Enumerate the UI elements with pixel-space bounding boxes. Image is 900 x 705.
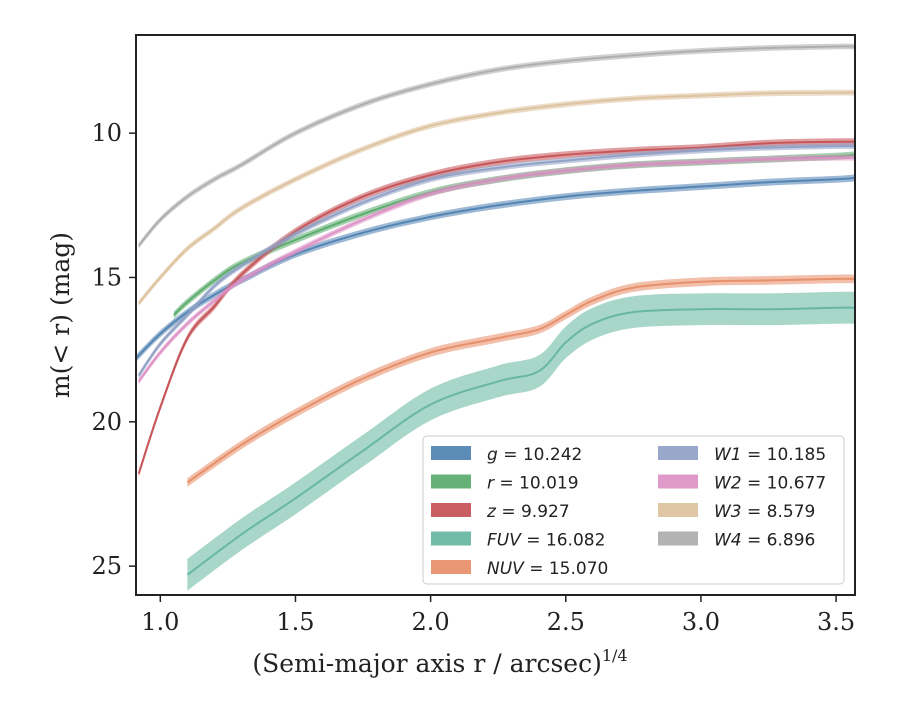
series-line-z bbox=[137, 140, 855, 475]
legend-label-value: = 6.896 bbox=[742, 531, 816, 551]
legend-item-FUV: FUV = 16.082 bbox=[431, 531, 605, 551]
series-line-W4 bbox=[137, 45, 855, 247]
legend-swatch bbox=[658, 446, 698, 460]
legend-item-z: z = 9.927 bbox=[431, 502, 570, 522]
x-axis-title-text: (Semi-major axis r / arcsec) bbox=[252, 649, 601, 678]
legend-item-W2: W2 = 10.677 bbox=[658, 474, 826, 494]
series-z bbox=[137, 138, 855, 478]
series-line-NUV bbox=[186, 277, 855, 484]
legend-label: g = 10.242 bbox=[487, 445, 582, 465]
legend-frame bbox=[422, 435, 845, 585]
legend-swatch bbox=[431, 446, 471, 460]
legend-item-NUV: NUV = 15.070 bbox=[431, 559, 608, 579]
series-line-FUV bbox=[186, 306, 855, 576]
legend-label-value: = 10.185 bbox=[742, 445, 827, 465]
legend-label-var: NUV bbox=[487, 559, 525, 579]
y-tick-label: 25 bbox=[91, 552, 122, 580]
series-line-W1 bbox=[137, 145, 855, 377]
x-tick-label: 1.5 bbox=[276, 608, 314, 636]
series-line-W3 bbox=[137, 91, 855, 305]
legend-label-value: = 9.927 bbox=[496, 502, 570, 522]
legend-label-var: r bbox=[487, 474, 495, 494]
series-g bbox=[136, 174, 855, 362]
y-tick-label: 10 bbox=[91, 119, 122, 147]
legend-item-W1: W1 = 10.185 bbox=[658, 445, 826, 465]
series-FUV bbox=[186, 291, 855, 591]
legend-swatch bbox=[658, 503, 698, 517]
plot-frame bbox=[135, 34, 856, 596]
legend-label: FUV = 16.082 bbox=[487, 531, 605, 551]
legend-item-r: r = 10.019 bbox=[431, 474, 579, 494]
legend-label-value: = 10.019 bbox=[494, 474, 579, 494]
x-axis-title: (Semi-major axis r / arcsec)1/4 bbox=[252, 646, 627, 678]
legend-label: W2 = 10.677 bbox=[714, 474, 826, 494]
y-axis-title: m(< r) (mag) bbox=[46, 232, 75, 398]
legend-swatch bbox=[431, 474, 471, 489]
series-W1 bbox=[137, 143, 855, 379]
legend-label-var: W1 bbox=[714, 445, 742, 465]
legend-label-value: = 10.242 bbox=[498, 445, 583, 465]
series-W3 bbox=[137, 89, 855, 307]
legend-label: r = 10.019 bbox=[487, 474, 579, 494]
series-band-W3 bbox=[138, 89, 855, 307]
series-W2 bbox=[137, 154, 855, 385]
legend-swatch bbox=[431, 560, 471, 574]
legend-swatch bbox=[658, 474, 698, 489]
legend-label: W3 = 8.579 bbox=[714, 502, 815, 522]
legend-swatch bbox=[658, 531, 698, 546]
legend-label: z = 9.927 bbox=[486, 502, 570, 522]
x-axis-title-exponent: 1/4 bbox=[602, 646, 628, 665]
legend-label: NUV = 15.070 bbox=[487, 559, 608, 579]
y-axis-ticks: 10 15 20 25 bbox=[91, 119, 136, 580]
legend-label: W4 = 6.896 bbox=[714, 531, 815, 551]
series-band-g bbox=[136, 174, 855, 362]
legend-label-value: = 10.677 bbox=[742, 474, 827, 494]
legend-label-var: W4 bbox=[714, 531, 742, 551]
series-NUV bbox=[186, 274, 855, 487]
x-tick-label: 2.5 bbox=[547, 608, 585, 636]
legend-label-value: = 15.070 bbox=[524, 559, 609, 579]
legend-item-W4: W4 = 6.896 bbox=[658, 531, 815, 551]
legend-label: W1 = 10.185 bbox=[714, 445, 826, 465]
legend-item-g: g = 10.242 bbox=[431, 445, 582, 465]
x-tick-label: 2.0 bbox=[412, 608, 450, 636]
legend-swatch bbox=[431, 531, 471, 546]
x-tick-label: 1.0 bbox=[141, 608, 179, 636]
series-layer bbox=[136, 43, 855, 591]
legend-label-value: = 8.579 bbox=[742, 502, 816, 522]
legend-item-W3: W3 = 8.579 bbox=[658, 502, 815, 522]
legend-swatch bbox=[431, 503, 471, 517]
series-line-W2 bbox=[137, 156, 855, 382]
legend-label-value: = 16.082 bbox=[521, 531, 606, 551]
legend-label-var: W3 bbox=[714, 502, 742, 522]
legend-label-var: FUV bbox=[487, 531, 522, 551]
legend-label-var: g bbox=[487, 445, 498, 465]
y-tick-label: 15 bbox=[91, 263, 122, 291]
x-tick-label: 3.5 bbox=[817, 608, 855, 636]
y-tick-label: 20 bbox=[91, 408, 122, 436]
legend-label-var: z bbox=[486, 502, 497, 522]
x-axis-ticks: 1.0 1.5 2.0 2.5 3.0 3.5 bbox=[141, 595, 855, 636]
legend-label-var: W2 bbox=[714, 474, 742, 494]
series-band-FUV bbox=[187, 291, 855, 591]
series-W4 bbox=[137, 43, 855, 249]
x-tick-label: 3.0 bbox=[682, 608, 720, 636]
